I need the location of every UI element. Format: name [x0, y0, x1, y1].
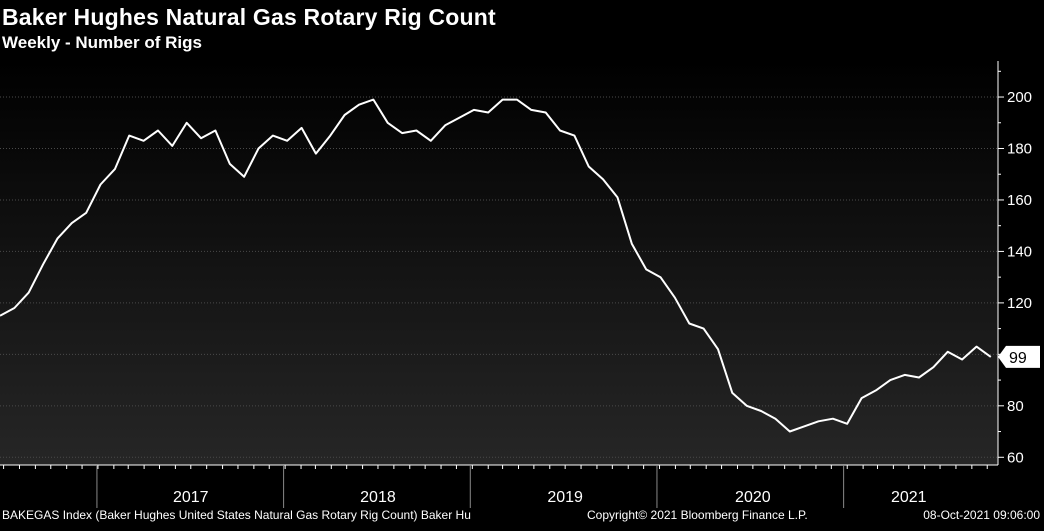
footer-timestamp: 08-Oct-2021 09:06:00 [923, 508, 1040, 522]
footer-copyright: Copyright© 2021 Bloomberg Finance L.P. [587, 508, 808, 522]
plot-background [0, 61, 998, 465]
chart-title: Baker Hughes Natural Gas Rotary Rig Coun… [2, 4, 496, 30]
x-tick-label: 2019 [547, 489, 583, 506]
last-value-label: 99 [1009, 350, 1027, 367]
labels: 6080100120140160180200201720182019202020… [173, 89, 1040, 506]
gridlines [0, 96, 998, 458]
footer-source: BAKEGAS Index (Baker Hughes United State… [2, 508, 471, 522]
x-tick-label: 2021 [891, 489, 927, 506]
y-tick-label: 60 [1007, 449, 1024, 466]
y-tick-label: 160 [1007, 192, 1032, 209]
x-tick-label: 2017 [173, 489, 209, 506]
series-line [0, 98, 992, 433]
x-tick-label: 2018 [360, 489, 396, 506]
y-tick-label: 180 [1007, 140, 1032, 157]
y-tick-label: 200 [1007, 89, 1032, 106]
chart-subtitle: Weekly - Number of Rigs [2, 33, 202, 52]
y-tick-label: 140 [1007, 243, 1032, 260]
series-layer [0, 98, 992, 433]
y-tick-label: 80 [1007, 398, 1024, 415]
last-value-tag [998, 345, 1040, 368]
y-tick-label: 120 [1007, 295, 1032, 312]
x-tick-label: 2020 [735, 489, 771, 506]
